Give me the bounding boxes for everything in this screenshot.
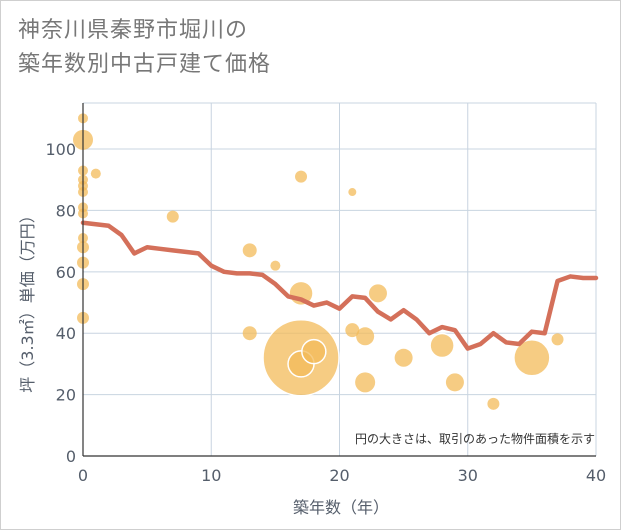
bubble-point xyxy=(356,327,375,346)
axes: 0 10 20 30 40 0 20 40 60 80 100 xyxy=(45,103,606,485)
x-tick-label: 40 xyxy=(586,466,606,485)
bubble-point xyxy=(242,326,257,341)
bubble-point xyxy=(90,168,101,179)
bubble-point xyxy=(166,210,179,223)
x-tick-label: 0 xyxy=(78,466,88,485)
average-price-line xyxy=(80,220,599,351)
x-axis-label: 築年数（年） xyxy=(293,498,389,517)
y-tick-label: 40 xyxy=(56,324,76,343)
x-tick-label: 30 xyxy=(458,466,478,485)
chart-title-line2: 築年数別中古戸建て価格 xyxy=(18,52,272,77)
bubble-point xyxy=(368,284,387,303)
x-tick-label: 10 xyxy=(201,466,221,485)
bubble-point xyxy=(551,333,564,346)
y-tick-label: 80 xyxy=(56,201,76,220)
chart-note: 円の大きさは、取引のあった物件面積を示す xyxy=(355,431,595,446)
bubble-point xyxy=(295,170,308,183)
y-tick-label: 60 xyxy=(56,263,76,282)
bubble-point xyxy=(348,188,357,197)
chart-title: 神奈川県秦野市堀川の 築年数別中古戸建て価格 xyxy=(18,14,271,82)
bubble-point xyxy=(487,397,500,410)
bubble-point xyxy=(301,338,327,365)
y-tick-label: 100 xyxy=(45,140,76,159)
bubble-point xyxy=(445,373,464,392)
trend-line-layer xyxy=(80,220,599,351)
y-axis-label: 坪（3.3㎡）単価（万円） xyxy=(18,207,37,392)
chart-title-line1: 神奈川県秦野市堀川の xyxy=(18,18,249,43)
bubble-point xyxy=(270,260,281,271)
bubble-point xyxy=(513,339,551,377)
x-tick-label: 20 xyxy=(329,466,349,485)
bubble-point xyxy=(355,372,376,393)
bubble-point xyxy=(242,243,257,258)
bubble-point xyxy=(345,323,360,338)
y-tick-label: 0 xyxy=(66,447,76,466)
bubble-series xyxy=(73,113,564,410)
bubble-point xyxy=(429,332,455,359)
grid-lines xyxy=(83,102,597,456)
bubble-point xyxy=(394,348,413,367)
y-tick-label: 20 xyxy=(56,386,76,405)
